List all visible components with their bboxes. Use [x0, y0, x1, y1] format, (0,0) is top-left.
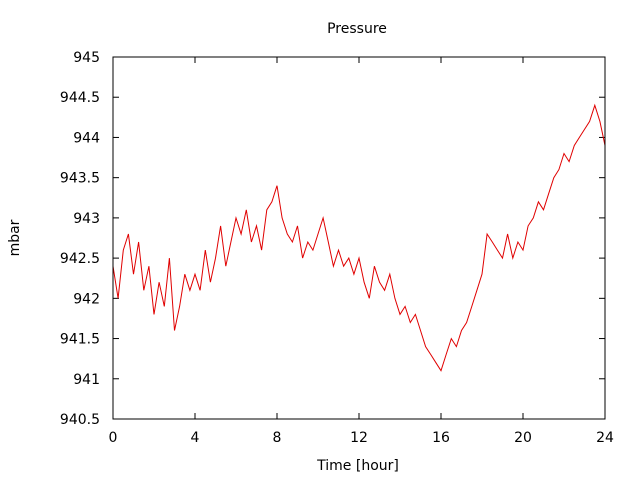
x-axis-label: Time [hour]	[316, 458, 399, 474]
y-tick-label: 944.5	[60, 90, 100, 106]
y-tick-label: 942	[73, 291, 100, 307]
y-tick-label: 943.5	[60, 171, 100, 187]
plot-frame	[112, 56, 606, 420]
y-tick-label: 941	[73, 372, 100, 388]
x-tick-label: 4	[191, 430, 200, 446]
y-tick-label: 943	[73, 211, 100, 227]
y-tick-label: 945	[73, 50, 100, 66]
x-tick-label: 0	[109, 430, 118, 446]
y-tick-label: 941.5	[60, 332, 100, 348]
y-axis-label: mbar	[7, 219, 23, 256]
x-tick-label: 24	[596, 430, 614, 446]
y-tick-label: 940.5	[60, 412, 100, 428]
x-tick-label: 12	[350, 430, 368, 446]
y-tick-label: 942.5	[60, 251, 100, 267]
x-tick-label: 16	[432, 430, 450, 446]
chart-title: Pressure	[327, 21, 387, 37]
x-tick-label: 8	[273, 430, 282, 446]
tick-layer: 0 4 8 12 16 20 24 940.5 941 941.5 942 942.5 943 943.5…	[60, 50, 614, 446]
pressure-series-line	[112, 103, 606, 372]
series-layer	[112, 103, 606, 372]
y-tick-label: 944	[73, 130, 100, 146]
x-tick-label: 20	[514, 430, 532, 446]
